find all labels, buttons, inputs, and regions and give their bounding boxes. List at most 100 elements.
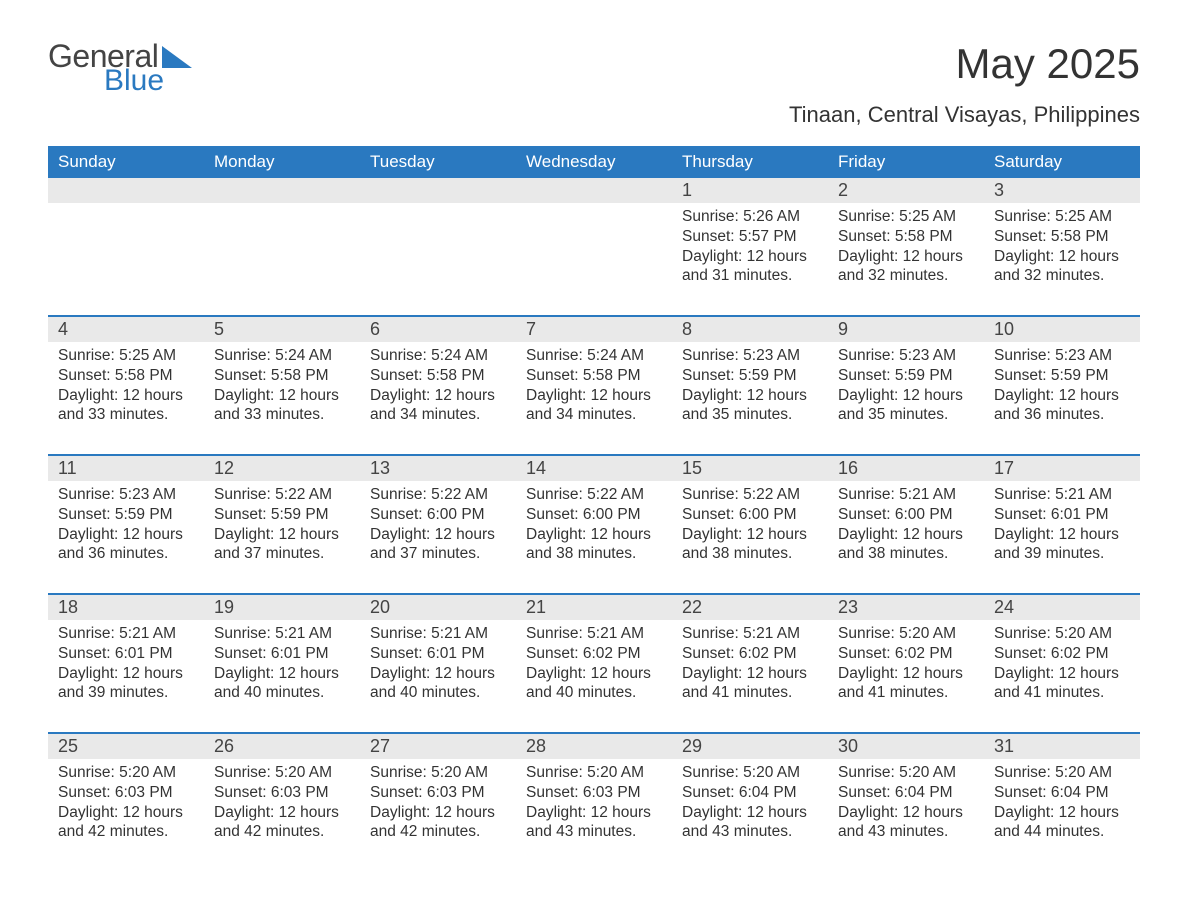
brand-logo: General Blue (48, 40, 192, 96)
day-body: Sunrise: 5:21 AMSunset: 6:02 PMDaylight:… (516, 620, 672, 732)
sunset-text: Sunset: 5:59 PM (838, 366, 974, 386)
sunset-text: Sunset: 5:58 PM (526, 366, 662, 386)
sunset-text: Sunset: 6:03 PM (214, 783, 350, 803)
calendar-cell: 14Sunrise: 5:22 AMSunset: 6:00 PMDayligh… (516, 455, 672, 594)
daylight-text: Daylight: 12 hours and 38 minutes. (682, 525, 818, 565)
calendar-cell: 2Sunrise: 5:25 AMSunset: 5:58 PMDaylight… (828, 178, 984, 316)
calendar-cell: 13 Sunrise: 5:22 AMSunset: 6:00 PMDayligh… (360, 455, 516, 594)
day-body: Sunrise: 5:20 AMSunset: 6:04 PMDaylight:… (984, 759, 1140, 871)
daylight-text: Daylight: 12 hours and 40 minutes. (370, 664, 506, 704)
daylight-text: Daylight: 12 hours and 35 minutes. (838, 386, 974, 426)
day-number: 31 (984, 734, 1140, 759)
sunrise-text: Sunrise: 5:22 AM (682, 485, 818, 505)
day-number: 1 (672, 178, 828, 203)
sunset-text: Sunset: 6:02 PM (682, 644, 818, 664)
day-body: Sunrise: 5:24 AMSunset: 5:58 PMDaylight:… (516, 342, 672, 454)
day-number: 27 (360, 734, 516, 759)
sunrise-text: Sunrise: 5:22 AM (370, 485, 506, 505)
brand-triangle-icon (162, 46, 192, 68)
daylight-text: Daylight: 12 hours and 37 minutes. (214, 525, 350, 565)
sunrise-text: Sunrise: 5:25 AM (838, 207, 974, 227)
brand-word-2: Blue (104, 66, 192, 96)
sunrise-text: Sunrise: 5:21 AM (58, 624, 194, 644)
day-number: 30 (828, 734, 984, 759)
sunrise-text: Sunrise: 5:20 AM (58, 763, 194, 783)
calendar-cell: 21Sunrise: 5:21 AMSunset: 6:02 PMDayligh… (516, 594, 672, 733)
sunrise-text: Sunrise: 5:22 AM (214, 485, 350, 505)
calendar-cell: 22Sunrise: 5:21 AMSunset: 6:02 PMDayligh… (672, 594, 828, 733)
daylight-text: Daylight: 12 hours and 38 minutes. (838, 525, 974, 565)
daylight-text: Daylight: 12 hours and 34 minutes. (370, 386, 506, 426)
sunrise-text: Sunrise: 5:23 AM (682, 346, 818, 366)
sunrise-text: Sunrise: 5:20 AM (994, 763, 1130, 783)
sunrise-text: Sunrise: 5:20 AM (838, 624, 974, 644)
day-number: 20 (360, 595, 516, 620)
daylight-text: Daylight: 12 hours and 34 minutes. (526, 386, 662, 426)
day-body: Sunrise: 5:23 AMSunset: 5:59 PMDaylight:… (984, 342, 1140, 454)
calendar-cell: 31Sunrise: 5:20 AMSunset: 6:04 PMDayligh… (984, 733, 1140, 871)
sunset-text: Sunset: 6:02 PM (994, 644, 1130, 664)
sunrise-text: Sunrise: 5:20 AM (214, 763, 350, 783)
daylight-text: Daylight: 12 hours and 31 minutes. (682, 247, 818, 287)
day-body: Sunrise: 5:23 AMSunset: 5:59 PMDaylight:… (672, 342, 828, 454)
day-body: Sunrise: 5:26 AMSunset: 5:57 PMDaylight:… (672, 203, 828, 315)
day-number (360, 178, 516, 203)
calendar-cell: 12Sunrise: 5:22 AMSunset: 5:59 PMDayligh… (204, 455, 360, 594)
day-header: Friday (828, 146, 984, 178)
day-number: 21 (516, 595, 672, 620)
sunset-text: Sunset: 6:00 PM (838, 505, 974, 525)
day-number: 29 (672, 734, 828, 759)
calendar-cell: 26 Sunrise: 5:20 AMSunset: 6:03 PMDayligh… (204, 733, 360, 871)
daylight-text: Daylight: 12 hours and 42 minutes. (58, 803, 194, 843)
calendar-cell: 5Sunrise: 5:24 AMSunset: 5:58 PMDaylight… (204, 316, 360, 455)
calendar-cell (360, 178, 516, 316)
day-number: 13 (360, 456, 516, 481)
day-number: 17 (984, 456, 1140, 481)
day-body: Sunrise: 5:24 AMSunset: 5:58 PMDaylight:… (204, 342, 360, 454)
daylight-text: Daylight: 12 hours and 42 minutes. (214, 803, 350, 843)
day-number: 18 (48, 595, 204, 620)
sunset-text: Sunset: 6:00 PM (370, 505, 506, 525)
sunset-text: Sunset: 5:57 PM (682, 227, 818, 247)
sunset-text: Sunset: 6:02 PM (526, 644, 662, 664)
calendar-cell (48, 178, 204, 316)
calendar-cell (516, 178, 672, 316)
sunrise-text: Sunrise: 5:20 AM (838, 763, 974, 783)
sunset-text: Sunset: 6:01 PM (994, 505, 1130, 525)
sunset-text: Sunset: 6:00 PM (682, 505, 818, 525)
sunset-text: Sunset: 5:58 PM (994, 227, 1130, 247)
calendar-table: Sunday Monday Tuesday Wednesday Thursday… (48, 146, 1140, 871)
day-number: 24 (984, 595, 1140, 620)
sunrise-text: Sunrise: 5:20 AM (994, 624, 1130, 644)
day-body: Sunrise: 5:21 AMSunset: 6:01 PMDaylight:… (204, 620, 360, 732)
day-number: 16 (828, 456, 984, 481)
sunset-text: Sunset: 5:58 PM (214, 366, 350, 386)
day-number: 6 (360, 317, 516, 342)
day-body (204, 203, 360, 315)
calendar-cell: 15Sunrise: 5:22 AMSunset: 6:00 PMDayligh… (672, 455, 828, 594)
sunrise-text: Sunrise: 5:24 AM (370, 346, 506, 366)
sunrise-text: Sunrise: 5:21 AM (682, 624, 818, 644)
day-body: Sunrise: 5:25 AMSunset: 5:58 PMDaylight:… (828, 203, 984, 315)
daylight-text: Daylight: 12 hours and 41 minutes. (994, 664, 1130, 704)
calendar-cell: 27Sunrise: 5:20 AMSunset: 6:03 PMDayligh… (360, 733, 516, 871)
header-bar: General Blue May 2025 Tinaan, Central Vi… (48, 40, 1140, 128)
calendar-header-row: Sunday Monday Tuesday Wednesday Thursday… (48, 146, 1140, 178)
calendar-cell: 9Sunrise: 5:23 AMSunset: 5:59 PMDaylight… (828, 316, 984, 455)
sunset-text: Sunset: 5:58 PM (838, 227, 974, 247)
sunrise-text: Sunrise: 5:21 AM (994, 485, 1130, 505)
day-body: Sunrise: 5:23 AMSunset: 5:59 PMDaylight:… (828, 342, 984, 454)
sunset-text: Sunset: 5:59 PM (994, 366, 1130, 386)
calendar-cell: 20Sunrise: 5:21 AMSunset: 6:01 PMDayligh… (360, 594, 516, 733)
day-number: 2 (828, 178, 984, 203)
day-number: 8 (672, 317, 828, 342)
day-number: 26 (204, 734, 360, 759)
daylight-text: Daylight: 12 hours and 37 minutes. (370, 525, 506, 565)
daylight-text: Daylight: 12 hours and 32 minutes. (838, 247, 974, 287)
daylight-text: Daylight: 12 hours and 39 minutes. (994, 525, 1130, 565)
day-body: Sunrise: 5:23 AMSunset: 5:59 PMDaylight:… (48, 481, 204, 593)
daylight-text: Daylight: 12 hours and 42 minutes. (370, 803, 506, 843)
day-number: 23 (828, 595, 984, 620)
day-body: Sunrise: 5:21 AMSunset: 6:01 PMDaylight:… (984, 481, 1140, 593)
day-body: Sunrise: 5:20 AMSunset: 6:03 PMDaylight:… (48, 759, 204, 871)
